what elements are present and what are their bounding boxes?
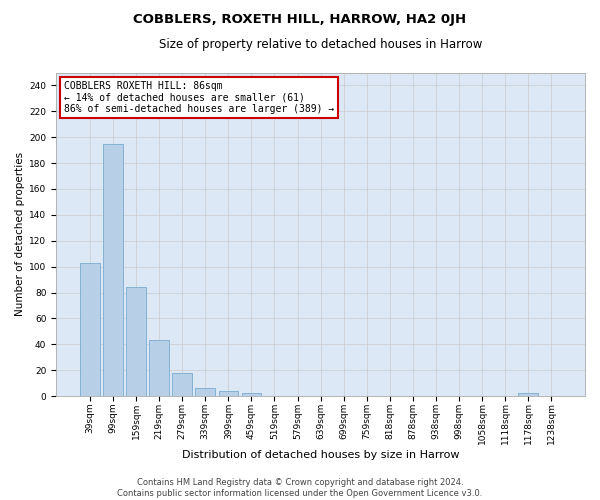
Bar — [103, 144, 123, 396]
Bar — [172, 373, 192, 396]
Bar — [218, 391, 238, 396]
Bar — [80, 263, 100, 396]
Y-axis label: Number of detached properties: Number of detached properties — [15, 152, 25, 316]
Bar — [242, 394, 261, 396]
Bar — [126, 288, 146, 396]
Text: COBBLERS ROXETH HILL: 86sqm
← 14% of detached houses are smaller (61)
86% of sem: COBBLERS ROXETH HILL: 86sqm ← 14% of det… — [64, 80, 334, 114]
Bar — [149, 340, 169, 396]
X-axis label: Distribution of detached houses by size in Harrow: Distribution of detached houses by size … — [182, 450, 460, 460]
Bar — [518, 394, 538, 396]
Bar — [196, 388, 215, 396]
Text: COBBLERS, ROXETH HILL, HARROW, HA2 0JH: COBBLERS, ROXETH HILL, HARROW, HA2 0JH — [133, 12, 467, 26]
Text: Contains HM Land Registry data © Crown copyright and database right 2024.
Contai: Contains HM Land Registry data © Crown c… — [118, 478, 482, 498]
Title: Size of property relative to detached houses in Harrow: Size of property relative to detached ho… — [159, 38, 482, 51]
